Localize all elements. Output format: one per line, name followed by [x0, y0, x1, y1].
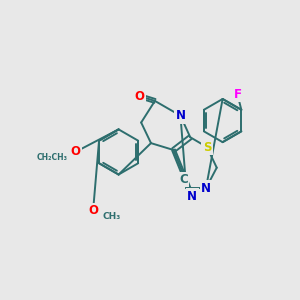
Text: O: O: [70, 146, 80, 158]
Text: S: S: [203, 141, 211, 154]
Text: O: O: [88, 204, 98, 218]
Text: CH₂CH₃: CH₂CH₃: [37, 153, 68, 162]
Text: O: O: [134, 89, 144, 103]
Text: C: C: [179, 173, 188, 186]
Text: F: F: [233, 88, 242, 100]
Text: N: N: [176, 109, 185, 122]
Text: N: N: [187, 190, 197, 202]
Text: CH₃: CH₃: [103, 212, 121, 221]
Text: N: N: [201, 182, 211, 195]
